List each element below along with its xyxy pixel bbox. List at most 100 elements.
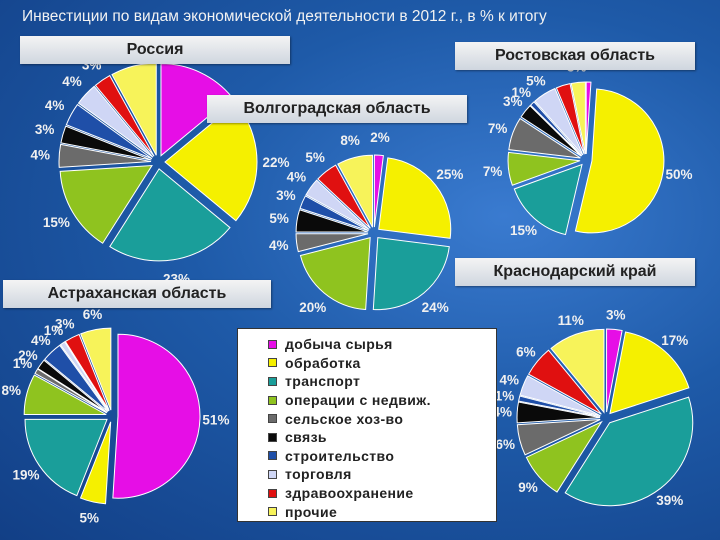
slice-label: 7% [483, 164, 503, 179]
pie-slice [299, 236, 371, 311]
pie-slice [295, 209, 369, 233]
slice-label: 15% [510, 223, 537, 238]
pie-slice [59, 165, 153, 244]
pie-slice [372, 237, 450, 311]
slice-label: 4% [492, 404, 512, 419]
slice-label: 22% [262, 155, 289, 170]
legend-label: транспорт [285, 373, 361, 390]
pie-slice [609, 331, 690, 415]
pie-slice [508, 117, 581, 159]
pie-slice [534, 87, 584, 156]
chart-title-krasnodar: Краснодарский край [455, 258, 695, 286]
pie-slice [337, 154, 374, 228]
legend-swatch [268, 376, 277, 386]
legend-swatch [268, 469, 277, 479]
legend-item: обработка [268, 354, 496, 373]
slice-label: 6% [496, 437, 516, 452]
pie-slice [570, 81, 586, 155]
slice-label: 4% [269, 238, 289, 253]
slice-label: 4% [31, 333, 51, 348]
slice-label: 4% [287, 170, 307, 185]
slice-label: 2% [18, 348, 38, 363]
pie-slice [513, 163, 583, 236]
pie-slice [507, 151, 581, 186]
legend-label: сельское хоз-во [285, 410, 404, 427]
slice-label: 6% [516, 345, 536, 360]
legend-item: здравоохранение [268, 484, 496, 503]
chart-title-volgograd: Волгоградская область [207, 95, 467, 123]
legend: добыча сырья обработка транспорт операци… [237, 328, 497, 522]
pie-slice [109, 168, 231, 262]
legend-label: добыча сырья [285, 336, 393, 353]
slice-label: 5% [526, 73, 546, 88]
legend-label: торговля [285, 466, 352, 483]
slice-label: 19% [12, 467, 39, 482]
slice-label: 9% [518, 480, 538, 495]
pie-slice [519, 375, 601, 417]
slice-label: 50% [665, 167, 692, 182]
pie-slice [516, 401, 601, 424]
legend-item: транспорт [268, 372, 496, 391]
legend-item: операции с недвиж. [268, 391, 496, 410]
pie-slice [79, 421, 112, 505]
slice-label: 24% [422, 300, 449, 315]
slice-label: 25% [436, 167, 463, 182]
pie-slice [60, 125, 152, 161]
slice-label: 51% [202, 412, 229, 427]
pie-slice [94, 74, 155, 157]
pie-slice [58, 143, 152, 168]
slice-label: 4% [62, 74, 82, 89]
slice-label: 15% [43, 215, 70, 230]
legend-swatch [268, 488, 277, 498]
pie-slice [317, 164, 371, 229]
legend-item: сельское хоз-во [268, 409, 496, 428]
slice-label: 3% [55, 316, 75, 331]
pie-slice [606, 328, 623, 413]
pie-slice [65, 103, 153, 160]
legend-item: строительство [268, 447, 496, 466]
pie-chart-4: 3% 17% 39% 9% 6% 4%1%4% 6% 11% [492, 307, 694, 508]
legend-swatch [268, 414, 277, 424]
slice-label: 5% [305, 150, 325, 165]
slice-label: 4% [30, 148, 50, 163]
pie-slice [564, 396, 694, 507]
pie-slice [550, 328, 605, 414]
slice-label: 39% [656, 493, 683, 508]
slice-label: 5% [269, 211, 289, 226]
slice-label: 1% [44, 323, 64, 338]
page-title: Инвестиции по видам экономической деятел… [22, 8, 547, 25]
legend-label: здравоохранение [285, 485, 414, 502]
pie-slice [378, 157, 452, 239]
legend-item: связь [268, 428, 496, 447]
slice-label: 1% [511, 85, 531, 100]
pie-chart-2: 50%15%7%7%3%1%5%3% [483, 59, 693, 238]
pie-slice [373, 154, 384, 228]
legend-label: прочие [285, 503, 338, 520]
legend-item: добыча сырья [268, 335, 496, 354]
pie-chart-0: 14%22%23%15%4%3%4%4%3%8% [30, 41, 289, 287]
slice-label: 3% [276, 188, 296, 203]
pie-slice [299, 195, 369, 232]
slice-label: 3% [35, 122, 55, 137]
legend-label: обработка [285, 354, 361, 371]
pie-slice [585, 81, 592, 155]
pie-slice [77, 85, 154, 158]
pie-slice [112, 333, 201, 499]
slice-label: 17% [661, 333, 688, 348]
slice-label: 6% [83, 307, 103, 322]
slice-label: 8% [2, 383, 22, 398]
pie-slice [34, 368, 108, 414]
legend-swatch [268, 451, 277, 461]
pie-slice [23, 374, 107, 416]
pie-slice [525, 420, 603, 493]
slice-label: 8% [340, 133, 360, 148]
slice-label: 4% [45, 98, 65, 113]
pie-chart-3: 51%5%19%8%1%2%4%1%3%6% [2, 307, 230, 526]
slice-label: 1% [495, 388, 515, 403]
slice-label: 20% [299, 300, 326, 315]
slice-label: 4% [500, 373, 520, 388]
slice-label: 5% [80, 510, 100, 525]
chart-title-russia: Россия [20, 36, 290, 64]
legend-swatch [268, 507, 277, 517]
